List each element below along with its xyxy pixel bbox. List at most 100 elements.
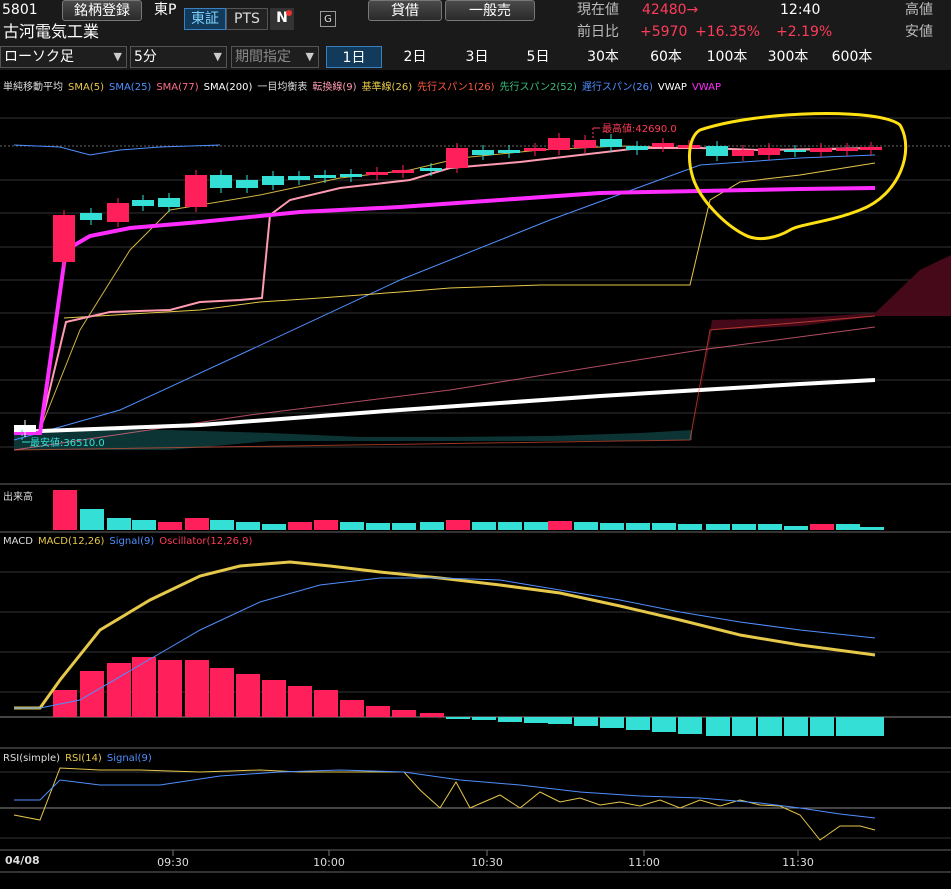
- candle: [262, 176, 284, 185]
- change-percent: +16.35%: [695, 24, 761, 40]
- signal-line: [14, 577, 876, 709]
- macd-bar: [784, 717, 808, 736]
- volume-bar: [80, 509, 104, 530]
- period-select[interactable]: 期間指定 ▼: [231, 46, 319, 68]
- kijun-line: [63, 162, 876, 319]
- tab-100bars[interactable]: 100本: [706, 49, 748, 65]
- tab-5day[interactable]: 5日: [526, 49, 550, 65]
- macd-bar: [860, 717, 884, 736]
- volume-bar: [107, 518, 131, 530]
- volume-bar: [548, 521, 572, 530]
- volume-bars: [53, 490, 884, 530]
- candle: [498, 150, 520, 153]
- volume-bar: [236, 522, 260, 530]
- macd-legend: MACD MACD(12,26) Signal(9) Oscillator(12,26…: [3, 536, 257, 547]
- volume-bar: [288, 522, 312, 530]
- x-tick-label: 11:30: [782, 856, 814, 869]
- ichimoku-cloud-late: [692, 255, 951, 440]
- tab-pts[interactable]: PTS: [226, 8, 268, 30]
- candle: [420, 168, 442, 171]
- candle: [548, 138, 570, 150]
- candle: [185, 175, 207, 207]
- main-legend-item: 単純移動平均: [3, 82, 63, 93]
- n-logo-icon[interactable]: N: [270, 8, 294, 30]
- macd-bar: [185, 660, 209, 717]
- chevron-down-icon: ▼: [113, 50, 122, 63]
- span1-line: [13, 315, 876, 451]
- volume-bar: [498, 522, 522, 530]
- volume-bar: [53, 490, 77, 530]
- current-price: 42480→: [642, 2, 699, 18]
- candlestick-series: [14, 133, 882, 437]
- change-value: +5970: [640, 24, 688, 40]
- macd-bar: [498, 717, 522, 722]
- volume-bar: [185, 518, 209, 530]
- volume-bar: [706, 524, 730, 530]
- macd-bar: [107, 663, 131, 717]
- candle: [340, 174, 362, 177]
- volume-bar: [860, 527, 884, 530]
- lending-button[interactable]: 貸借: [368, 0, 442, 21]
- x-tick-label: 10:00: [313, 856, 345, 869]
- macd-bar: [340, 700, 364, 717]
- volume-bar: [210, 520, 234, 530]
- volume-bar: [392, 523, 416, 530]
- macd-bar: [210, 668, 234, 717]
- x-axis-ticks: 09:30 10:00 10:30 11:00 11:30: [157, 850, 814, 869]
- rsi-legend: RSI(simple) RSI(14) Signal(9): [3, 753, 157, 764]
- watch-register-button[interactable]: 銘柄登録: [62, 0, 142, 21]
- tab-600bars[interactable]: 600本: [831, 49, 873, 65]
- candle: [158, 198, 180, 207]
- tab-2day[interactable]: 2日: [403, 49, 427, 65]
- rsi-legend-item: RSI(simple): [3, 753, 61, 764]
- volume-bar: [472, 522, 496, 530]
- macd-legend-item: MACD: [3, 536, 33, 547]
- macd-bar: [706, 717, 730, 736]
- tab-300bars[interactable]: 300本: [767, 49, 809, 65]
- macd-bar: [758, 717, 782, 736]
- volume-bar: [366, 523, 390, 530]
- general-sell-button[interactable]: 一般売: [445, 0, 535, 21]
- current-price-label: 現在値: [577, 2, 619, 18]
- volume-bar: [836, 524, 860, 530]
- sma25-line: [13, 154, 876, 441]
- chart-type-select[interactable]: ローソク足 ▼: [0, 46, 127, 68]
- interval-select[interactable]: 5分 ▼: [130, 46, 227, 68]
- candle: [288, 176, 310, 180]
- volume-bar: [758, 524, 782, 530]
- tab-3day[interactable]: 3日: [465, 49, 489, 65]
- candle: [314, 175, 336, 178]
- macd-bar: [524, 717, 548, 723]
- main-legend-item: SMA(200): [203, 82, 253, 93]
- x-tick-label: 11:00: [628, 856, 660, 869]
- volume-bar: [158, 522, 182, 530]
- macd-bar: [600, 717, 624, 728]
- macd-bar: [366, 706, 390, 717]
- macd-bar: [132, 657, 156, 717]
- candle: [446, 148, 468, 168]
- volume-bar: [600, 523, 624, 530]
- tab-60bars[interactable]: 60本: [650, 49, 682, 65]
- macd-legend-item: Signal(9): [109, 536, 155, 547]
- tab-tse[interactable]: 東証: [184, 8, 226, 30]
- low-marker: 最安値:36510.0: [30, 436, 105, 449]
- macd-line: [14, 560, 876, 710]
- volume-bar: [678, 524, 702, 530]
- stock-code: 5801: [2, 2, 38, 18]
- candle: [706, 146, 728, 156]
- market-short: 東P: [154, 2, 177, 18]
- g-icon[interactable]: G: [320, 11, 336, 27]
- macd-bar: [574, 717, 598, 726]
- tab-30bars[interactable]: 30本: [587, 49, 619, 65]
- date-label: 04/08: [5, 854, 40, 867]
- high-label: 高値: [905, 2, 933, 18]
- main-chart-legend: 単純移動平均 SMA(5) SMA(25) SMA(77) SMA(200) 一目均衡表転…: [3, 78, 726, 93]
- macd-histogram: [53, 657, 884, 736]
- tab-1day[interactable]: 1日: [326, 46, 382, 68]
- volume-title: 出来高: [3, 492, 33, 503]
- main-legend-item: 一目均衡表: [257, 82, 308, 93]
- change-percent-2: +2.19%: [776, 24, 833, 40]
- main-legend-item: SMA(25): [108, 82, 152, 93]
- candle: [758, 148, 780, 155]
